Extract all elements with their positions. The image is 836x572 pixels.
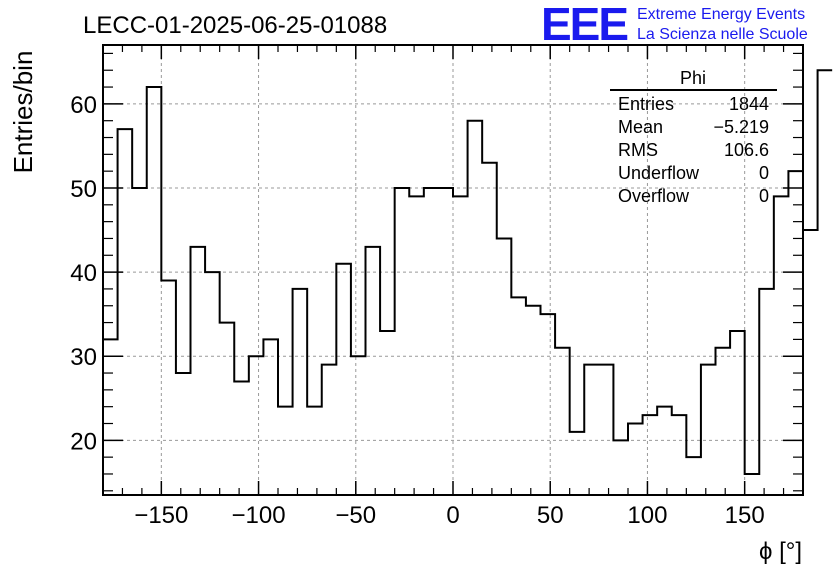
stats-name: Phi bbox=[680, 68, 706, 88]
stats-label-underflow: Underflow bbox=[618, 163, 700, 183]
stats-label-overflow: Overflow bbox=[618, 186, 690, 206]
x-tick-label: −100 bbox=[232, 502, 286, 529]
x-axis-label: ϕ [°] bbox=[759, 538, 802, 565]
chart-title: LECC-01-2025-06-25-01088 bbox=[83, 12, 387, 39]
x-tick-labels: −150 −100 −50 0 50 100 150 bbox=[134, 502, 764, 529]
y-tick-label: 50 bbox=[70, 176, 97, 203]
logo-line-1: Extreme Energy Events bbox=[637, 6, 805, 23]
y-tick-label: 20 bbox=[70, 428, 97, 455]
x-tick-label: 100 bbox=[627, 502, 667, 529]
eee-logo: EEE bbox=[541, 0, 627, 50]
grid bbox=[103, 45, 803, 495]
stats-label-mean: Mean bbox=[618, 117, 663, 137]
logo-line-2: La Scienza nelle Scuole bbox=[637, 26, 808, 43]
plot-frame bbox=[102, 44, 804, 496]
x-tick-label: 150 bbox=[725, 502, 765, 529]
stats-label-entries: Entries bbox=[618, 94, 674, 114]
stats-value-rms: 106.6 bbox=[724, 140, 769, 160]
x-tick-label: −150 bbox=[134, 502, 188, 529]
y-tick-label: 30 bbox=[70, 344, 97, 371]
y-tick-label: 40 bbox=[70, 260, 97, 287]
stats-value-mean: −5.219 bbox=[713, 117, 769, 137]
stats-box: Phi Entries 1844 Mean −5.219 RMS 106.6 U… bbox=[610, 68, 777, 206]
x-tick-label: −50 bbox=[335, 502, 376, 529]
y-tick-label: 60 bbox=[70, 92, 97, 119]
x-tick-label: 50 bbox=[537, 502, 564, 529]
histogram-series bbox=[102, 69, 833, 495]
y-tick-labels: 20 30 40 50 60 bbox=[70, 92, 97, 455]
stats-value-entries: 1844 bbox=[729, 94, 769, 114]
x-tick-label: 0 bbox=[446, 502, 459, 529]
stats-value-underflow: 0 bbox=[759, 163, 769, 183]
y-axis-label: Entries/bin bbox=[8, 51, 38, 174]
stats-value-overflow: 0 bbox=[759, 186, 769, 206]
stats-label-rms: RMS bbox=[618, 140, 658, 160]
